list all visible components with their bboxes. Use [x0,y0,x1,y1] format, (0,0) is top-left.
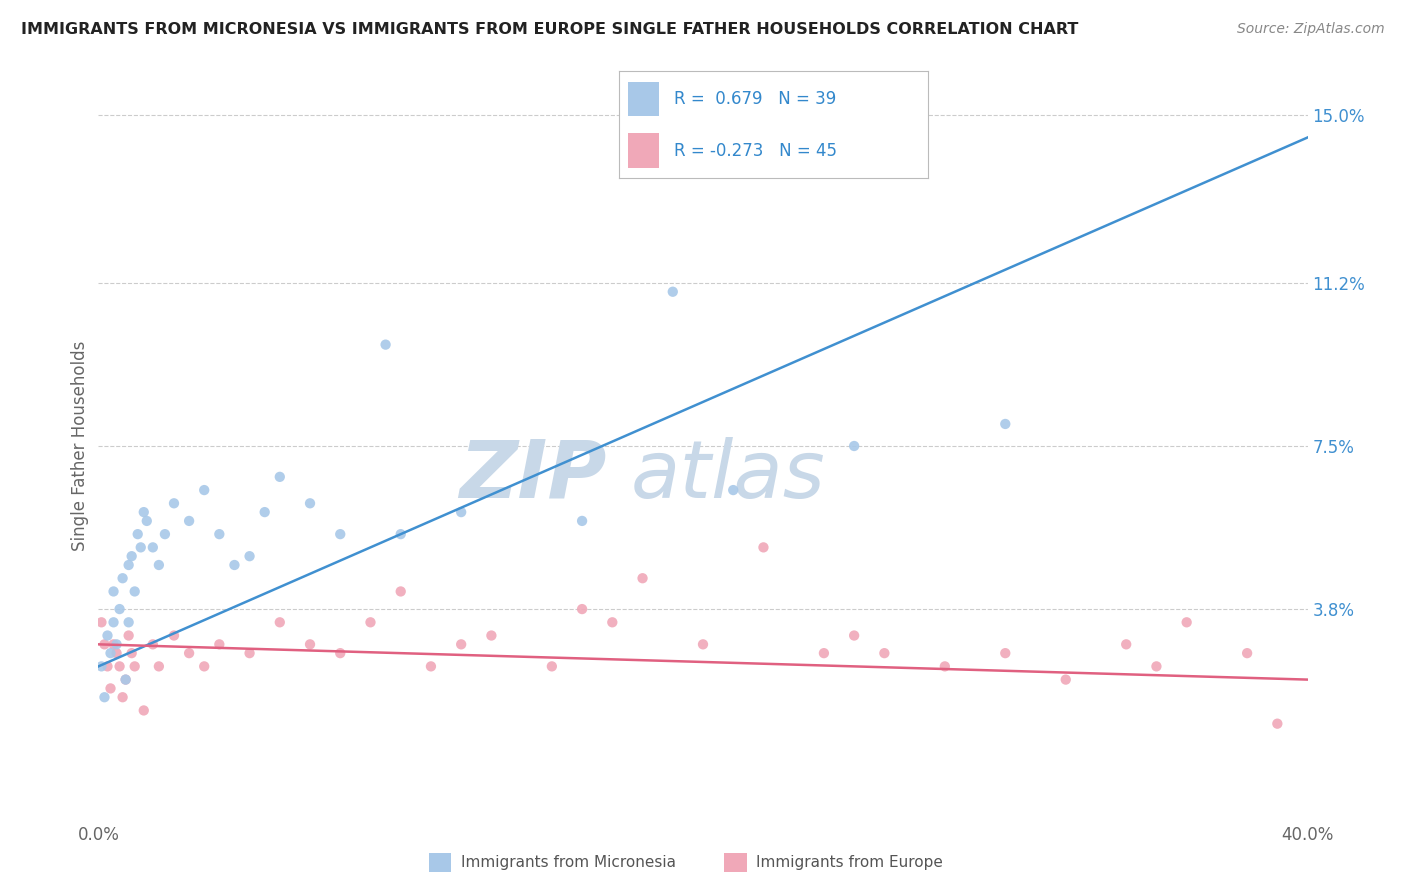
Point [193,483,215,497]
FancyBboxPatch shape [628,134,659,168]
Text: atlas: atlas [630,437,825,515]
Point [114,673,136,687]
Point [118,558,141,572]
Point [481,628,503,642]
Point [108,659,131,673]
Point [208,637,231,651]
Point [692,637,714,651]
Point [208,527,231,541]
Point [105,646,128,660]
Point [253,505,276,519]
Point [1236,646,1258,660]
Point [269,615,291,630]
Point [661,285,683,299]
Y-axis label: Single Father Households: Single Father Households [70,341,89,551]
Point [571,514,593,528]
Point [103,615,125,630]
Point [111,690,134,705]
Point [389,527,412,541]
Point [813,646,835,660]
Point [752,541,775,555]
Point [93,690,115,705]
Point [1267,716,1289,731]
Point [132,703,155,717]
Point [239,549,262,564]
Point [1175,615,1198,630]
FancyBboxPatch shape [628,82,659,116]
Point [96,659,118,673]
Text: Immigrants from Micronesia: Immigrants from Micronesia [461,855,676,870]
Text: Immigrants from Europe: Immigrants from Europe [756,855,943,870]
Text: R = -0.273   N = 45: R = -0.273 N = 45 [675,142,838,160]
Point [420,659,443,673]
Point [239,646,262,660]
Point [129,541,152,555]
Point [108,602,131,616]
Point [179,514,201,528]
Point [631,571,654,585]
Point [121,549,143,564]
Point [96,628,118,642]
Point [360,615,382,630]
Point [90,615,112,630]
Point [142,637,165,651]
Point [540,659,562,673]
Point [111,571,134,585]
Point [1146,659,1168,673]
Point [90,659,112,673]
Point [299,637,322,651]
Point [132,505,155,519]
Point [193,659,215,673]
Point [163,496,186,510]
Point [450,505,472,519]
Point [135,514,157,528]
Point [93,637,115,651]
Point [329,527,352,541]
Point [142,541,165,555]
Point [114,673,136,687]
Point [100,681,122,696]
Point [121,646,143,660]
Point [148,659,170,673]
Point [163,628,186,642]
Point [844,439,866,453]
Point [374,337,396,351]
Point [127,527,149,541]
Text: ZIP: ZIP [458,437,606,515]
Point [224,558,246,572]
Point [1054,673,1077,687]
Point [602,615,624,630]
Text: Source: ZipAtlas.com: Source: ZipAtlas.com [1237,22,1385,37]
Point [103,584,125,599]
Point [118,615,141,630]
Point [329,646,352,660]
Point [124,584,146,599]
Point [389,584,412,599]
Text: R =  0.679   N = 39: R = 0.679 N = 39 [675,90,837,108]
Point [105,637,128,651]
Point [100,646,122,660]
Point [994,417,1017,431]
Point [934,659,956,673]
Point [994,646,1017,660]
Point [450,637,472,651]
Point [571,602,593,616]
Point [118,628,141,642]
Point [153,527,176,541]
Point [299,496,322,510]
Point [179,646,201,660]
Point [148,558,170,572]
Text: IMMIGRANTS FROM MICRONESIA VS IMMIGRANTS FROM EUROPE SINGLE FATHER HOUSEHOLDS CO: IMMIGRANTS FROM MICRONESIA VS IMMIGRANTS… [21,22,1078,37]
Point [844,628,866,642]
Point [723,483,745,497]
Point [103,637,125,651]
Point [1115,637,1137,651]
Point [269,470,291,484]
Point [873,646,896,660]
Point [124,659,146,673]
